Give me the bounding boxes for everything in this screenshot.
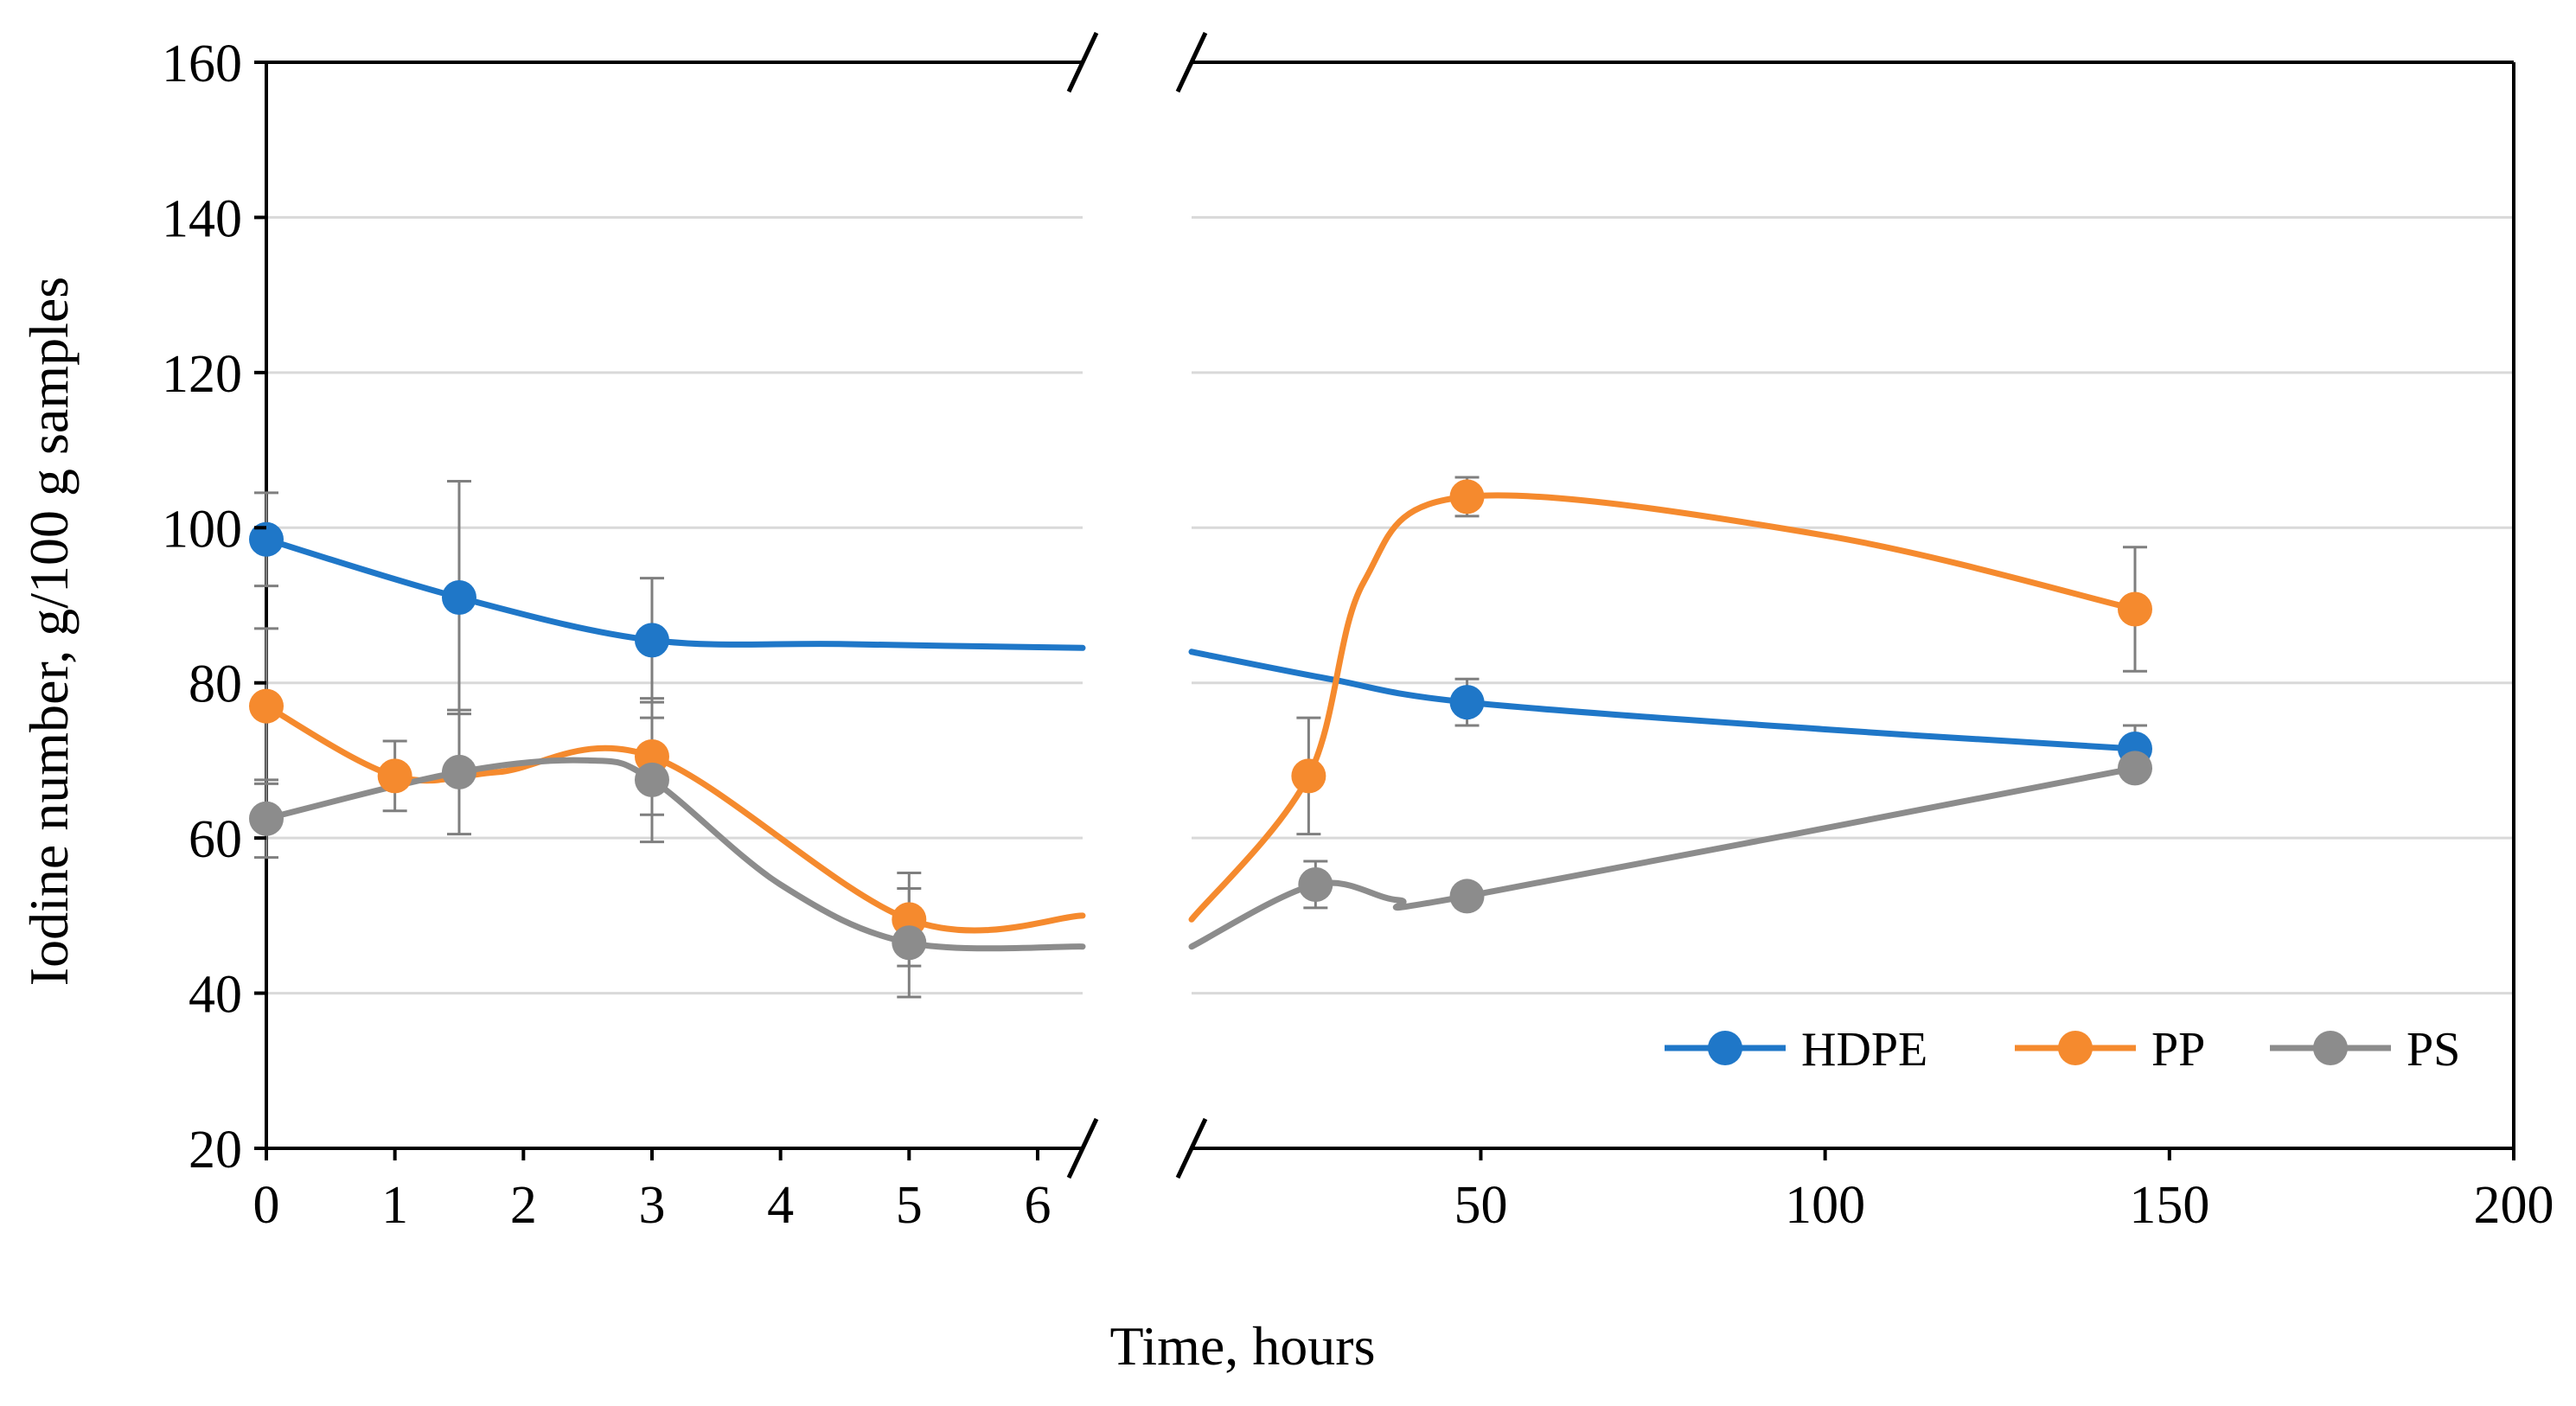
ps-point	[249, 801, 284, 836]
ps-point	[634, 762, 669, 797]
hdpe-line-left	[263, 536, 1086, 651]
pp-point	[1449, 479, 1485, 514]
x-tick-label: 0	[253, 1176, 280, 1235]
hdpe-line-right	[1188, 649, 2138, 752]
legend: HDPE PP PS	[1665, 1023, 2460, 1077]
hdpe-point	[441, 580, 476, 616]
series-layer	[249, 476, 2153, 999]
x-tick-label: 100	[1785, 1176, 1865, 1235]
x-tick-label: 50	[1454, 1176, 1507, 1235]
hdpe-point	[249, 521, 284, 557]
x-tick-label: 6	[1024, 1176, 1051, 1235]
tick-labels: 20 40 60 80 100 120 140 160 0 1 2 3 4 5 6 50 100 150 200	[162, 35, 2554, 1235]
hdpe-point	[1449, 685, 1485, 720]
pp-point	[249, 688, 284, 724]
legend-hdpe-label: HDPE	[1801, 1023, 1927, 1077]
x-tick-label: 150	[2129, 1176, 2209, 1235]
y-tick-label: 120	[162, 345, 242, 404]
y-tick-label: 80	[189, 655, 242, 714]
x-tick-label: 5	[896, 1176, 923, 1235]
pp-point	[2118, 591, 2153, 627]
ps-point	[892, 925, 927, 961]
ps-point	[1449, 879, 1485, 914]
axis-break-mark	[1066, 1117, 1099, 1179]
axis-break-mark	[1066, 31, 1099, 93]
y-tick-label: 140	[162, 189, 242, 248]
x-tick-label: 200	[2474, 1176, 2554, 1235]
y-tick-label: 20	[189, 1121, 242, 1179]
ps-point	[1298, 866, 1333, 902]
x-axis-title: Time, hours	[1109, 1315, 1375, 1377]
gridlines	[266, 215, 2514, 995]
x-tick-label: 3	[638, 1176, 665, 1235]
plot-frame	[265, 31, 2515, 1179]
pp-line-right	[1188, 492, 2138, 923]
ps-point	[441, 754, 476, 789]
y-tick-label: 40	[189, 966, 242, 1025]
pp-point	[1291, 758, 1326, 794]
axis-break-mark	[1175, 1117, 1208, 1179]
legend-hdpe-marker	[1708, 1031, 1742, 1065]
y-tick-label: 160	[162, 35, 242, 93]
legend-ps-label: PS	[2407, 1023, 2460, 1077]
hdpe-point	[634, 623, 669, 658]
legend-ps-marker	[2313, 1031, 2348, 1065]
y-tick-label: 100	[162, 500, 242, 559]
legend-pp-label: PP	[2151, 1023, 2205, 1077]
x-tick-label: 1	[381, 1176, 408, 1235]
legend-pp-marker	[2058, 1031, 2093, 1065]
ps-line-right	[1188, 764, 2138, 950]
x-tick-label: 2	[510, 1176, 537, 1235]
ps-point	[2118, 751, 2153, 786]
y-axis-title: Iodine number, g/100 g samples	[18, 277, 80, 986]
axis-break-mark	[1175, 31, 1208, 93]
pp-point	[377, 758, 412, 794]
x-tick-label: 4	[767, 1176, 794, 1235]
y-tick-label: 60	[189, 810, 242, 869]
